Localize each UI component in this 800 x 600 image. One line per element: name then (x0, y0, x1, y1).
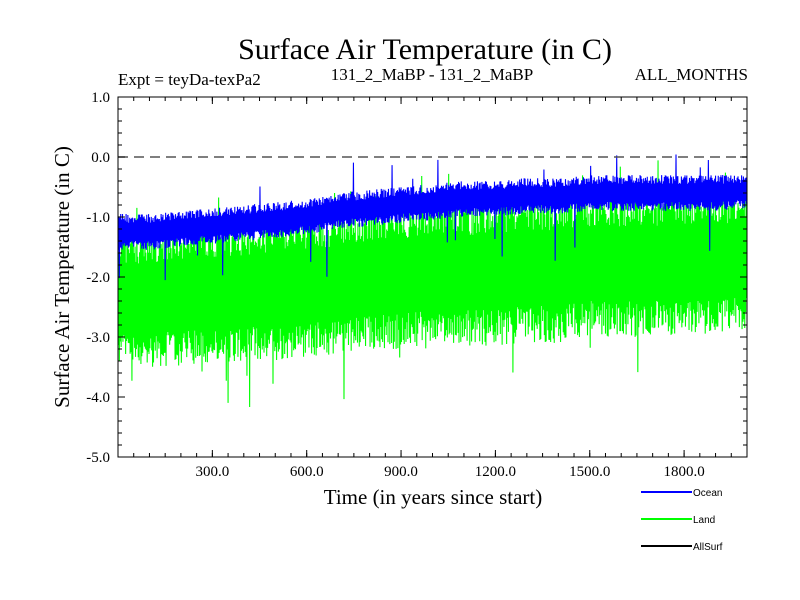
y-axis: 1.0 0.0 -1.0 -2.0 -3.0 -4.0 -5.0 (86, 90, 747, 466)
x-tick-label: 1500.0 (569, 464, 610, 480)
x-tick-label: 900.0 (384, 464, 418, 480)
y-tick-label: 1.0 (91, 90, 110, 106)
y-axis-label: Surface Air Temperature (in C) (50, 146, 74, 408)
x-axis-label: Time (in years since start) (324, 485, 543, 509)
chart-subtitle-center: 131_2_MaBP - 131_2_MaBP (331, 65, 533, 84)
y-tick-label: -3.0 (86, 330, 110, 346)
y-tick-label: -2.0 (86, 270, 110, 286)
x-tick-label: 300.0 (195, 464, 229, 480)
x-tick-label: 1800.0 (663, 464, 704, 480)
chart-title: Surface Air Temperature (in C) (238, 33, 612, 66)
x-tick-label: 1200.0 (475, 464, 516, 480)
legend-label-land: Land (693, 515, 715, 526)
legend: Ocean Land AllSurf (641, 488, 723, 553)
plot-area (117, 154, 748, 408)
series-line-land (117, 160, 748, 408)
chart-subtitle-right: ALL_MONTHS (635, 65, 748, 84)
legend-label-ocean: Ocean (693, 488, 722, 499)
x-axis: 300.0 600.0 900.0 1200.0 1500.0 1800.0 (133, 97, 732, 480)
chart-subtitle-left: Expt = teyDa-texPa2 (118, 70, 261, 89)
y-tick-label: -5.0 (86, 450, 110, 466)
legend-label-allsurf: AllSurf (693, 542, 723, 553)
y-tick-label: -4.0 (86, 390, 110, 406)
y-tick-label: 0.0 (91, 150, 110, 166)
series-line-ocean (117, 154, 748, 281)
y-tick-label: -1.0 (86, 210, 110, 226)
x-tick-label: 600.0 (290, 464, 324, 480)
